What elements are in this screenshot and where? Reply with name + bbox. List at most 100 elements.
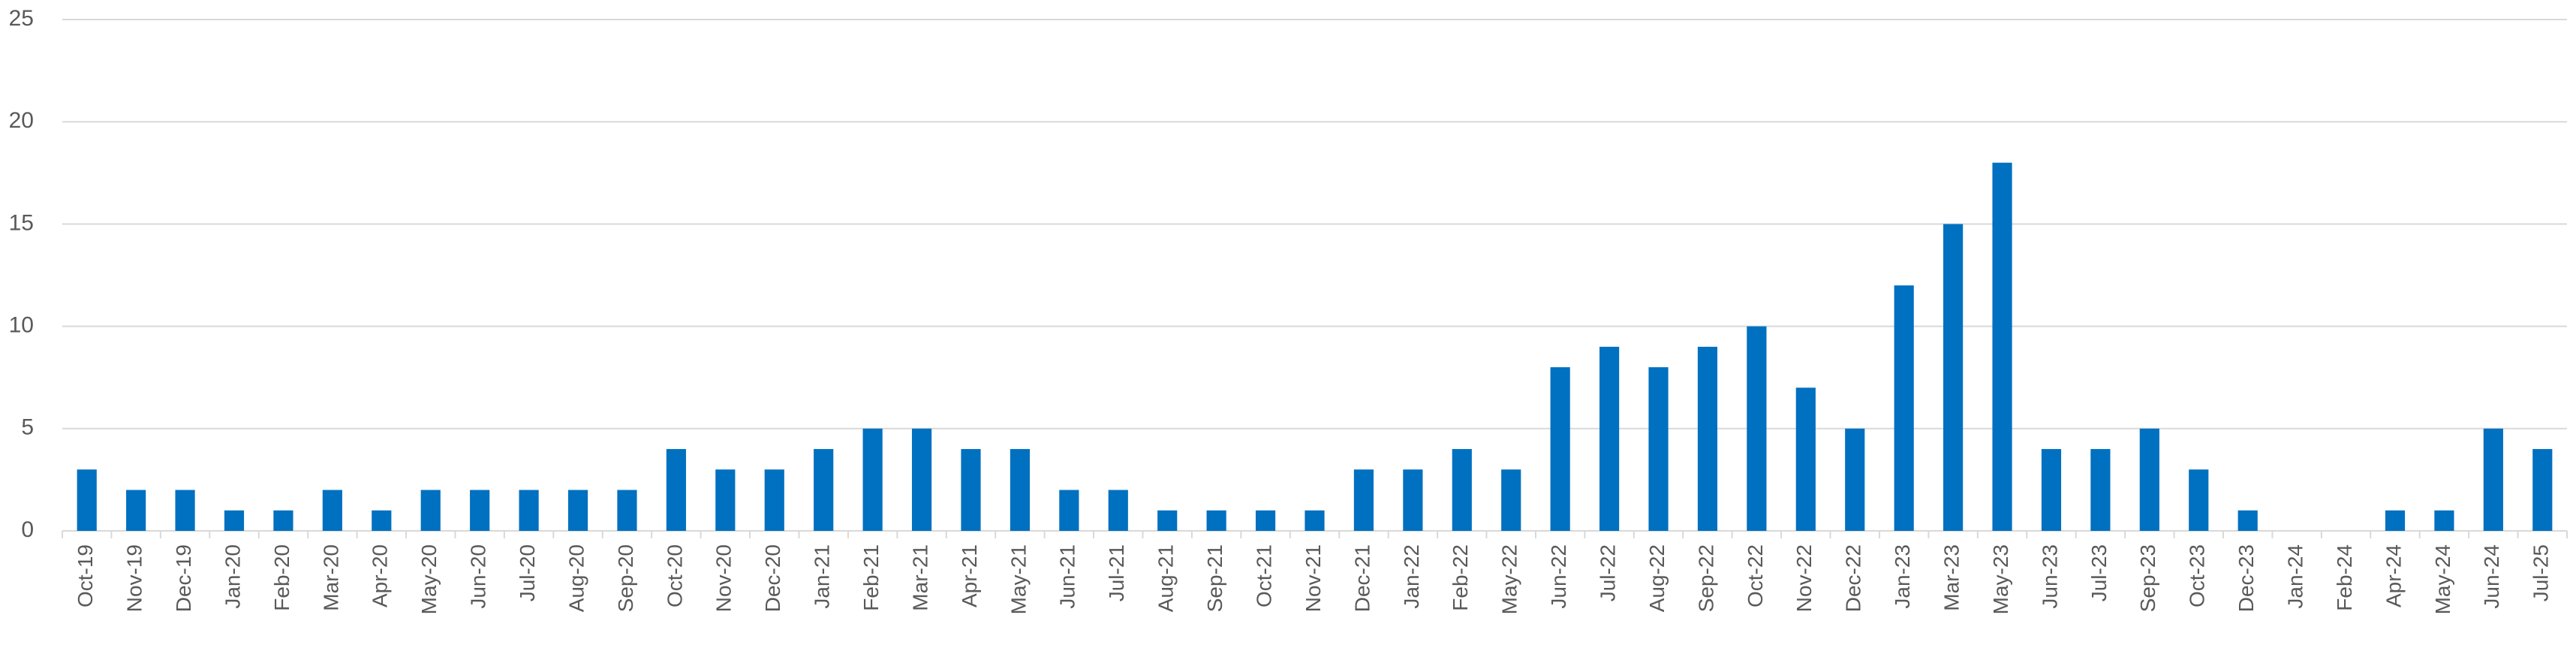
x-tick-label: Oct-21 (1252, 544, 1275, 607)
bar (273, 510, 293, 531)
x-tick-label: Aug-20 (564, 544, 588, 612)
bar (77, 469, 97, 531)
bar (2139, 428, 2159, 531)
x-tick-label: May-24 (2431, 544, 2454, 614)
x-tick-label: Aug-22 (1645, 544, 1669, 612)
bar (1353, 469, 1374, 531)
x-tick-label: May-23 (1989, 544, 2012, 614)
bar (1845, 428, 1865, 531)
x-tick-label: Jun-20 (467, 544, 490, 609)
x-tick-label: Apr-20 (369, 544, 392, 607)
bar (666, 449, 686, 531)
x-tick-label: Oct-19 (74, 544, 97, 607)
bar (1010, 449, 1030, 531)
x-tick-label: Jan-22 (1400, 544, 1423, 609)
bar (1059, 490, 1079, 531)
bar (567, 490, 588, 531)
y-tick-label: 10 (9, 313, 34, 338)
bar (617, 490, 637, 531)
x-tick-label: Nov-19 (123, 544, 146, 612)
bar (764, 469, 784, 531)
bar (1599, 346, 1620, 531)
bar (224, 510, 245, 531)
bar (1255, 510, 1276, 531)
x-tick-label: Jun-22 (1547, 544, 1570, 609)
bar (911, 428, 932, 531)
bar (1894, 285, 1914, 531)
bar (1992, 162, 2012, 531)
x-tick-label: Aug-21 (1154, 544, 1178, 612)
bar (2189, 469, 2209, 531)
bar (715, 469, 736, 531)
x-tick-label: Jun-21 (1056, 544, 1079, 609)
bar (420, 490, 441, 531)
bar (1550, 367, 1570, 531)
x-tick-label: May-22 (1498, 544, 1521, 614)
x-tick-label: Jun-23 (2038, 544, 2061, 609)
bar (1943, 224, 1964, 531)
bar (2237, 510, 2258, 531)
bar (2385, 510, 2406, 531)
x-tick-label: Nov-21 (1302, 544, 1325, 612)
y-tick-label: 0 (21, 517, 34, 542)
bar (2483, 428, 2503, 531)
y-tick-label: 15 (9, 210, 34, 235)
x-tick-label: Feb-21 (859, 544, 883, 611)
x-tick-label: Sep-20 (614, 544, 637, 612)
x-tick-label: May-20 (417, 544, 441, 614)
bar (814, 449, 834, 531)
bar (961, 449, 981, 531)
x-tick-label: Sep-22 (1694, 544, 1717, 612)
x-tick-label: Jul-22 (1596, 544, 1619, 601)
x-tick-label: Jul-21 (1105, 544, 1128, 601)
bar (1648, 367, 1669, 531)
x-tick-label: Mar-23 (1940, 544, 1963, 611)
x-tick-label: Jul-23 (2087, 544, 2111, 601)
bar (1305, 510, 1325, 531)
x-tick-label: Jan-24 (2284, 544, 2307, 609)
x-tick-label: Feb-20 (270, 544, 293, 611)
x-tick-label: Nov-22 (1792, 544, 1816, 612)
x-tick-label: Dec-20 (761, 544, 784, 612)
bar (1403, 469, 1423, 531)
x-tick-label: Dec-19 (172, 544, 195, 612)
bar (1452, 449, 1472, 531)
bar (175, 490, 195, 531)
x-tick-label: Mar-20 (319, 544, 342, 611)
x-tick-label: Feb-22 (1449, 544, 1472, 611)
x-tick-label: Dec-21 (1350, 544, 1374, 612)
bar (2041, 449, 2062, 531)
x-tick-label: Apr-24 (2382, 544, 2405, 607)
x-tick-label: Dec-22 (1842, 544, 1865, 612)
y-tick-label: 20 (9, 108, 34, 133)
x-tick-label: Jun-24 (2480, 544, 2503, 609)
bar (519, 490, 539, 531)
bar (1157, 510, 1178, 531)
x-tick-label: Oct-20 (663, 544, 686, 607)
bar (470, 490, 490, 531)
bar (1747, 326, 1767, 531)
bar (2090, 449, 2111, 531)
bar (2532, 449, 2553, 531)
bar (322, 490, 342, 531)
x-tick-label: Jan-20 (221, 544, 244, 609)
bar (372, 510, 392, 531)
bar (2434, 510, 2454, 531)
bar (1697, 346, 1718, 531)
x-tick-label: Dec-23 (2234, 544, 2258, 612)
bar (1108, 490, 1128, 531)
bar (1206, 510, 1226, 531)
x-tick-label: Feb-24 (2333, 544, 2356, 611)
x-tick-label: Mar-21 (908, 544, 931, 611)
bar (126, 490, 146, 531)
x-tick-label: Jul-20 (516, 544, 539, 601)
x-tick-label: Jan-21 (811, 544, 834, 609)
bar (1501, 469, 1521, 531)
y-tick-label: 25 (9, 6, 34, 31)
x-tick-label: Jul-25 (2529, 544, 2553, 601)
x-tick-label: Oct-23 (2186, 544, 2209, 607)
x-tick-label: May-21 (1007, 544, 1030, 614)
bar (862, 428, 883, 531)
x-tick-label: Sep-23 (2136, 544, 2159, 612)
y-tick-label: 5 (21, 415, 34, 440)
